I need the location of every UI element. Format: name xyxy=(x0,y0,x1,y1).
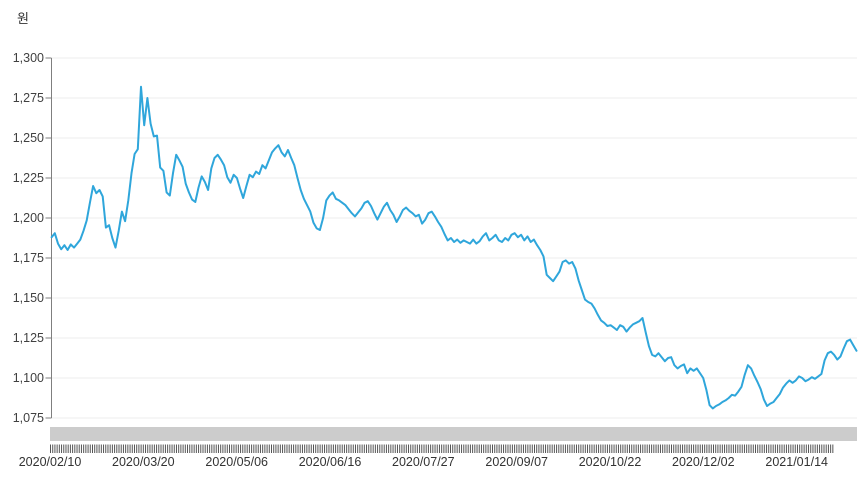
y-tick-label: 1,200 xyxy=(13,211,44,225)
x-tick-label: 2020/05/06 xyxy=(205,455,268,469)
x-tick-label: 2020/09/07 xyxy=(485,455,548,469)
x-tick-label: 2020/02/10 xyxy=(19,455,82,469)
y-tick-label: 1,075 xyxy=(13,411,44,425)
y-tick-label: 1,300 xyxy=(13,51,44,65)
y-tick-label: 1,175 xyxy=(13,251,44,265)
price-line xyxy=(50,85,858,410)
y-tick-label: 1,125 xyxy=(13,331,44,345)
x-tick-label: 2020/07/27 xyxy=(392,455,455,469)
x-tick-label: 2020/06/16 xyxy=(299,455,362,469)
x-tick-label: 2020/10/22 xyxy=(579,455,642,469)
x-tick-label: 2020/12/02 xyxy=(672,455,735,469)
navigator-scrollbar[interactable] xyxy=(50,427,857,441)
y-tick-label: 1,275 xyxy=(13,91,44,105)
y-tick-label: 1,150 xyxy=(13,291,44,305)
y-axis-unit-label: 원 xyxy=(17,11,29,26)
x-tick-label: 2021/01/14 xyxy=(765,455,828,469)
y-tick-label: 1,250 xyxy=(13,131,44,145)
x-tick-label: 2020/03/20 xyxy=(112,455,175,469)
y-tick-label: 1,100 xyxy=(13,371,44,385)
y-tick-label: 1,225 xyxy=(13,171,44,185)
